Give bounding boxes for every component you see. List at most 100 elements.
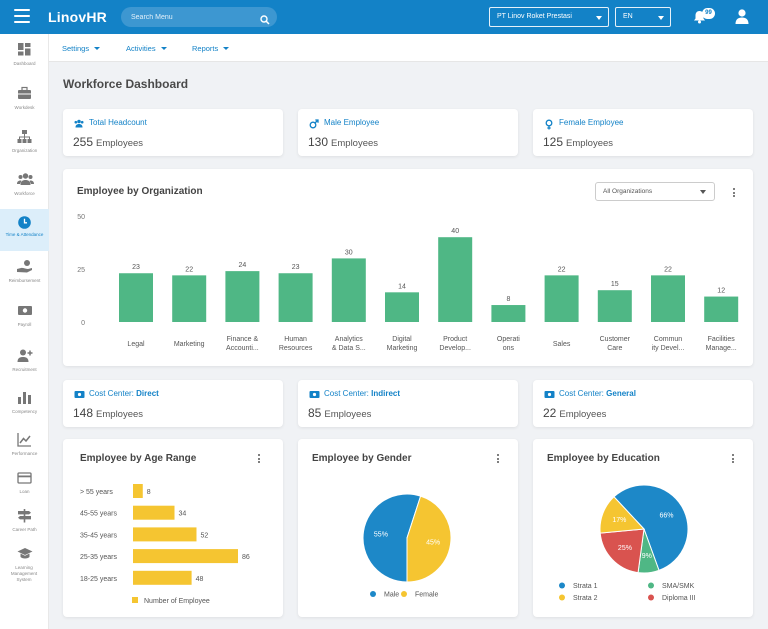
sidebar-item-label: Organization [11, 148, 38, 153]
cost-center-name: General [606, 389, 636, 398]
bar-value-label: 24 [239, 262, 247, 269]
x-tick-label-line: ons [503, 345, 515, 352]
pie-slice-label: 9% [642, 553, 652, 560]
reports-menu[interactable]: Reports [192, 44, 230, 53]
dashboard-icon [18, 43, 31, 56]
stat-unit: Employees [331, 138, 379, 149]
search-icon[interactable] [260, 12, 270, 30]
stat-unit: Employees [559, 409, 607, 420]
sidebar-item-organization[interactable]: Organization [0, 123, 49, 165]
search-input[interactable] [131, 11, 251, 23]
x-tick-label-line: Care [607, 345, 622, 352]
gender-card: Employee by Gender 55% 45% Male Female [298, 439, 518, 617]
total-headcount-card[interactable]: Total Headcount 255 Employees [63, 109, 283, 156]
pie-slice [599, 528, 645, 574]
stat-number: 255 [73, 135, 94, 149]
legend-swatch [401, 591, 407, 597]
bar [704, 296, 739, 322]
sidebar-item-label: Learning Management System [10, 565, 38, 582]
sidebar-item-workdesk[interactable]: Workdesk [0, 80, 49, 122]
cost-center-indirect-card[interactable]: Cost Center: Indirect 85 Employees [298, 380, 518, 427]
stat-value: 125 Employees [543, 135, 613, 149]
sidebar-item-competency[interactable]: Competency [0, 384, 49, 426]
x-tick-label-line: Analytics [335, 336, 364, 343]
bar-value-label: 8 [506, 296, 510, 303]
language-select[interactable]: EN [615, 7, 671, 27]
chevron-down-icon [223, 47, 230, 50]
bar-value-label: 14 [398, 283, 406, 290]
sidebar-item-workforce[interactable]: Workforce [0, 166, 49, 208]
more-options-icon[interactable] [258, 454, 261, 465]
y-tick-label: 18-25 years [80, 576, 117, 583]
cost-center-direct-card[interactable]: Cost Center: Direct 148 Employees [63, 380, 283, 427]
app-logo[interactable]: LinovHR [48, 9, 107, 25]
cost-center-general-card[interactable]: Cost Center: General 22 Employees [533, 380, 753, 427]
more-options-icon[interactable] [497, 454, 500, 465]
bar-value-label: 34 [179, 511, 187, 518]
company-select[interactable]: PT Linov Roket Prestasi [489, 7, 609, 27]
bar [651, 275, 685, 322]
more-options-icon[interactable] [733, 188, 736, 199]
cost-center-name: Indirect [371, 389, 401, 398]
x-tick-label-line: Operati [497, 336, 520, 343]
legend-label: Strata 1 [573, 583, 598, 590]
x-tick-label-line: Facilities [708, 336, 736, 343]
y-tick-label: > 55 years [80, 489, 113, 496]
sidebar-item-label: Career Path [12, 527, 37, 532]
organization-filter-select[interactable]: All Organizations [595, 182, 715, 201]
trend-icon [17, 433, 31, 447]
stat-unit: Employees [96, 138, 144, 149]
bar [133, 549, 238, 564]
reports-menu-label: Reports [192, 44, 219, 53]
stat-label: Male Employee [324, 118, 380, 127]
user-icon[interactable] [735, 9, 749, 29]
stat-value: 130 Employees [308, 135, 378, 149]
x-tick-label: Facilities Manage... [706, 336, 737, 352]
stat-value: 85 Employees [308, 406, 371, 420]
age-range-card: Employee by Age Range > 55 years 8 45-55 y… [63, 439, 283, 617]
female-employee-card[interactable]: Female Employee 125 Employees [533, 109, 753, 156]
bar-chart-icon [18, 392, 31, 404]
x-tick-label-line: Marketing [174, 341, 205, 348]
stat-value: 22 Employees [543, 406, 606, 420]
bar-value-label: 8 [147, 489, 151, 496]
chevron-down-icon [94, 47, 101, 50]
stat-unit: Employees [96, 409, 144, 420]
y-tick-label: 50 [77, 214, 85, 221]
sidebar-item-recruitment[interactable]: Recruitment [0, 342, 49, 384]
sidebar-item-career-path[interactable]: Career Path [0, 502, 49, 544]
bar-value-label: 40 [451, 228, 459, 235]
bar [438, 237, 473, 322]
stat-number: 22 [543, 406, 557, 420]
sidebar-item-learning-management[interactable]: Learning Management System [0, 540, 49, 582]
stat-unit: Employees [324, 409, 372, 420]
male-employee-card[interactable]: Male Employee 130 Employees [298, 109, 518, 156]
sidebar-item-loan[interactable]: Loan [0, 464, 49, 506]
more-options-icon[interactable] [732, 454, 735, 465]
settings-menu[interactable]: Settings [62, 44, 101, 53]
bar [119, 273, 153, 322]
chevron-down-icon [700, 190, 706, 194]
sidebar-item-performance[interactable]: Performance [0, 426, 49, 468]
add-user-icon [17, 349, 33, 362]
sidebar-item-time-attendance[interactable]: Time & Attendance [0, 209, 49, 251]
bar [597, 290, 632, 322]
legend-swatch [370, 591, 376, 597]
bar [172, 275, 207, 322]
activities-menu[interactable]: Activities [126, 44, 167, 53]
hamburger-menu-icon[interactable] [14, 9, 30, 23]
x-tick-label: Marketing [174, 341, 205, 348]
money-icon [74, 391, 85, 398]
x-tick-label-line: & Data S... [332, 345, 366, 352]
sidebar-item-label: Performance [11, 451, 38, 456]
x-tick-label-line: Product [443, 336, 467, 343]
language-select-value: EN [623, 13, 633, 20]
sidebar-item-dashboard[interactable]: Dashboard [0, 36, 49, 78]
x-tick-label-line: ity Devel... [652, 345, 685, 352]
sidebar-item-payroll[interactable]: Payroll [0, 297, 49, 339]
bar [133, 527, 197, 542]
legend-swatch [648, 582, 654, 589]
search-box[interactable] [121, 7, 277, 27]
sidebar-item-reimbursement[interactable]: Reimbursement [0, 253, 49, 295]
pie-slice-label: 66% [660, 513, 674, 520]
